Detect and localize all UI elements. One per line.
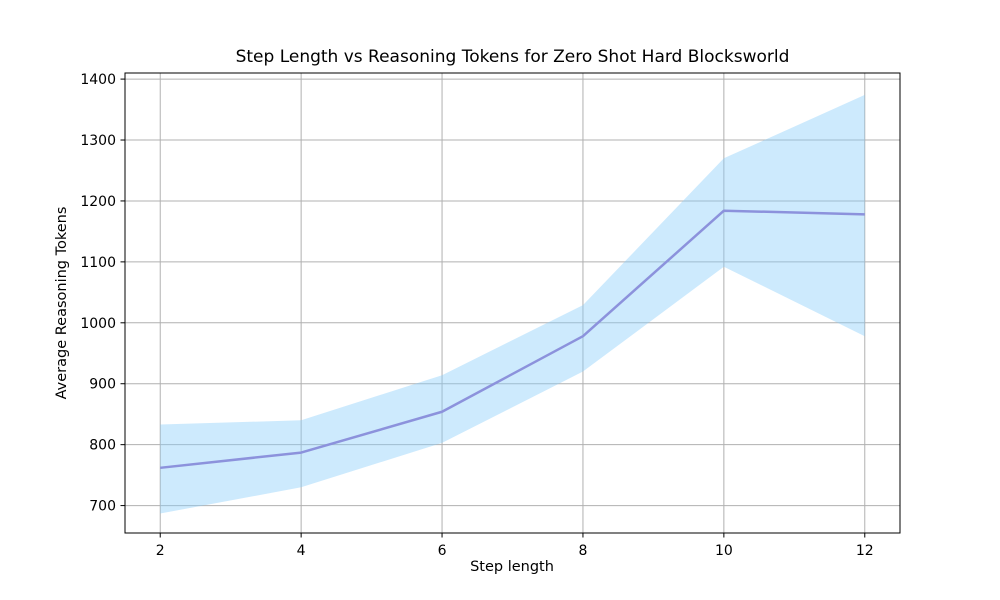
axes-spines (124, 72, 901, 534)
mean-line (160, 209, 865, 470)
y-tick-label: 1400 (80, 72, 116, 88)
grid-lines (125, 73, 900, 533)
y-tick-label: 1300 (80, 133, 116, 149)
x-tick-label: 4 (297, 543, 306, 559)
confidence-band-area (160, 94, 865, 514)
y-tick-label: 700 (89, 499, 116, 515)
x-tick-label: 6 (438, 543, 447, 559)
tick-labels: 2 4 6 8 10 12 700 800 900 1000 1100 1200 1300 1400 (80, 72, 873, 559)
confidence-band (160, 94, 865, 514)
y-tick-label: 1100 (80, 255, 116, 271)
y-axis-label: Average Reasoning Tokens (54, 207, 70, 400)
x-tick-label: 12 (856, 543, 874, 559)
mean-line-path (160, 209, 865, 470)
y-tick-label: 1000 (80, 316, 116, 332)
x-tick-label: 8 (578, 543, 587, 559)
axis-ticks (120, 78, 866, 538)
y-tick-label: 1200 (80, 194, 116, 210)
axes-border (124, 72, 901, 534)
chart-title: Step Length vs Reasoning Tokens for Zero… (235, 47, 790, 67)
x-tick-label: 2 (156, 543, 165, 559)
y-tick-label: 900 (89, 377, 116, 393)
x-axis-label: Step length (470, 559, 554, 575)
y-tick-label: 800 (89, 438, 116, 454)
x-tick-label: 10 (715, 543, 733, 559)
